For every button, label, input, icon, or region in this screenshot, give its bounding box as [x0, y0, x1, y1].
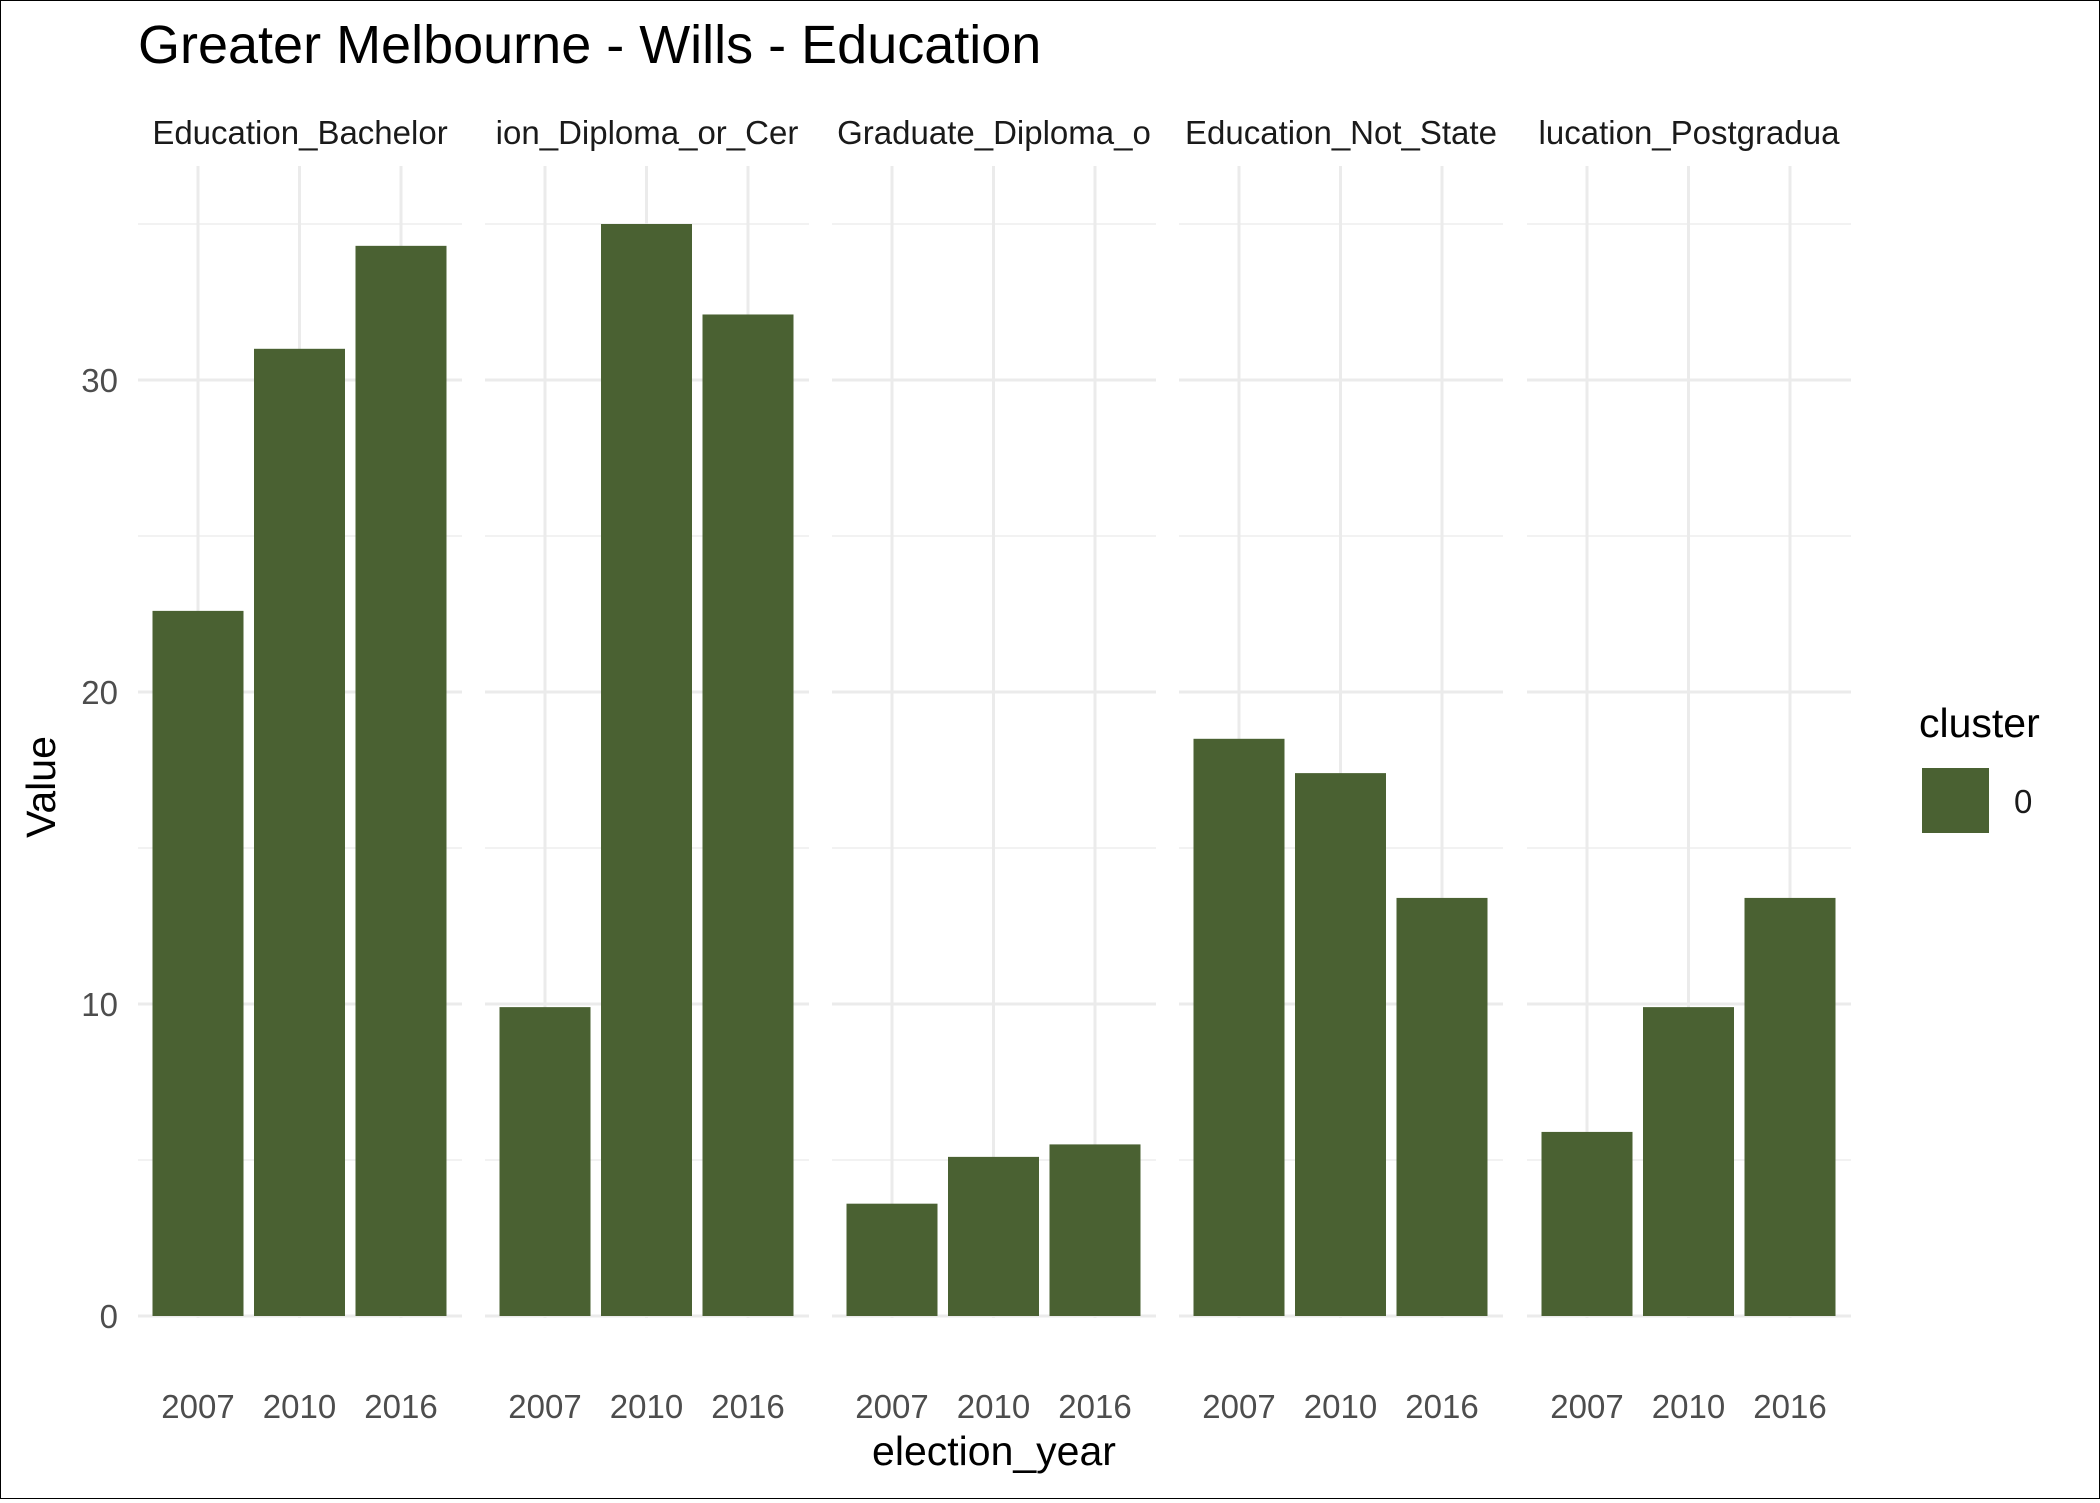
x-tick-label: 2007 [1202, 1388, 1275, 1425]
bar [1049, 1144, 1141, 1316]
x-tick-label: 2010 [1652, 1388, 1725, 1425]
bar [1541, 1131, 1633, 1316]
x-tick-label: 2010 [263, 1388, 336, 1425]
legend-item-label: 0 [2014, 783, 2032, 820]
facet-strip-label: Education_Bachelor [152, 114, 447, 151]
bar [499, 1007, 591, 1316]
x-tick-label: 2007 [1550, 1388, 1623, 1425]
x-tick-label: 2010 [610, 1388, 683, 1425]
x-tick-label: 2010 [1304, 1388, 1377, 1425]
x-tick-label: 2016 [364, 1388, 437, 1425]
bar [948, 1156, 1039, 1316]
x-tick-label: 2016 [1058, 1388, 1131, 1425]
bar [601, 224, 692, 1316]
y-tick-label: 10 [81, 986, 118, 1023]
bar [355, 245, 447, 1317]
bar [1643, 1007, 1734, 1316]
facet-strip-label: lucation_Postgradua [1539, 114, 1841, 151]
x-tick-label: 2007 [161, 1388, 234, 1425]
y-tick-label: 30 [81, 362, 118, 399]
x-tick-label: 2016 [711, 1388, 784, 1425]
facet-panel: 2007 2010 2016 Graduate_Diploma_o [832, 114, 1156, 1425]
facet-panel: 2007 2010 2016 ion_Diploma_or_Cer [485, 114, 809, 1425]
bar [1396, 897, 1488, 1316]
bar [702, 314, 794, 1317]
bar [1193, 738, 1285, 1316]
chart-title: Greater Melbourne - Wills - Education [138, 15, 1041, 75]
x-tick-label: 2010 [957, 1388, 1030, 1425]
y-axis-title: Value [18, 736, 64, 838]
facet-panel: 2007 2010 2016 Education_Bachelor [138, 114, 462, 1425]
bar [846, 1203, 938, 1316]
x-tick-label: 2016 [1753, 1388, 1826, 1425]
legend: cluster 0 [1919, 700, 2040, 833]
y-tick-label: 20 [81, 674, 118, 711]
x-axis-title: election_year [872, 1428, 1116, 1474]
facet-strip-label: Graduate_Diploma_o [837, 114, 1151, 151]
legend-title: cluster [1919, 700, 2040, 746]
facet-panel: 2007 2010 2016 Education_Not_State [1179, 114, 1503, 1425]
facet-strip-label: ion_Diploma_or_Cer [496, 114, 799, 151]
bar [152, 610, 244, 1316]
bar [1744, 897, 1836, 1316]
bar [1295, 773, 1386, 1316]
bar [254, 348, 345, 1316]
x-tick-label: 2007 [855, 1388, 928, 1425]
y-tick-label: 0 [100, 1298, 118, 1335]
legend-swatch [1922, 768, 1989, 833]
facet-panel: 2007 2010 2016 lucation_Postgradua [1527, 114, 1851, 1425]
x-tick-label: 2016 [1405, 1388, 1478, 1425]
x-tick-label: 2007 [508, 1388, 581, 1425]
facet-strip-label: Education_Not_State [1185, 114, 1497, 151]
